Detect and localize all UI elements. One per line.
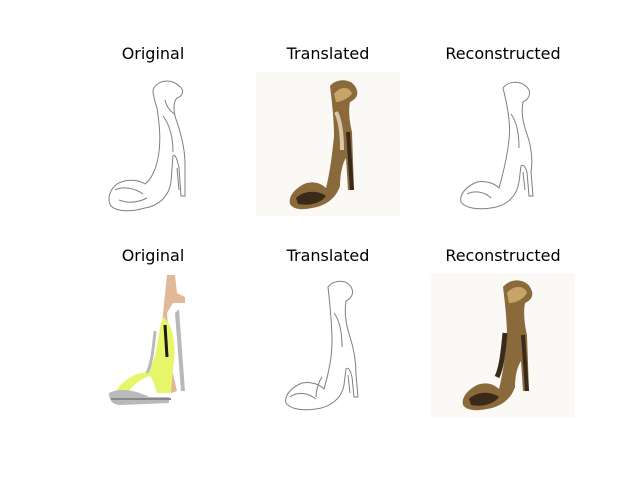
title-row1-translated: Translated <box>286 44 370 63</box>
shoe-photo-drawing <box>256 72 400 216</box>
shoe-photo-drawing <box>109 275 185 405</box>
title-row2-reconstructed: Reconstructed <box>445 246 561 265</box>
image-row1-reconstructed-sketch <box>431 72 575 216</box>
title-row2-translated: Translated <box>286 246 370 265</box>
shoe-sketch-drawing <box>460 81 534 210</box>
image-row1-translated-photo <box>256 72 400 216</box>
image-row2-reconstructed-photo <box>431 273 575 417</box>
shoe-sketch-drawing <box>108 80 186 212</box>
image-row2-original-photo <box>81 273 225 417</box>
shoe-sketch-drawing <box>285 280 359 411</box>
shoe-photo-drawing <box>431 273 575 417</box>
title-row1-reconstructed: Reconstructed <box>445 44 561 63</box>
image-row2-translated-sketch <box>256 273 400 417</box>
title-row2-original: Original <box>121 246 185 265</box>
image-row1-original-sketch <box>81 72 225 216</box>
title-row1-original: Original <box>121 44 185 63</box>
